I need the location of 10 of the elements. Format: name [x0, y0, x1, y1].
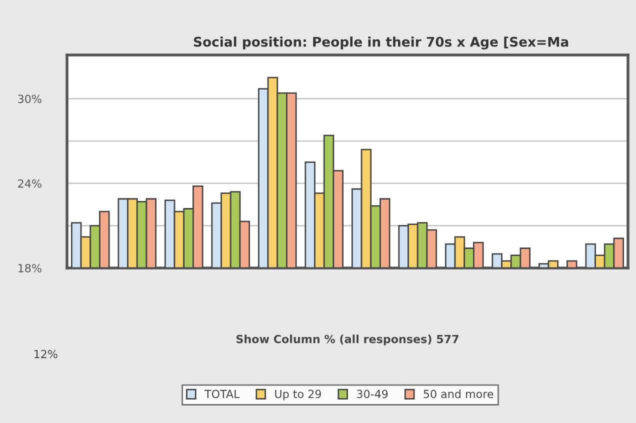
chart-title: Social position: People in their 70s x Age [Sex=Ma [194, 36, 568, 50]
text: 12% [34, 350, 58, 358]
legend-label: TOTAL [204, 390, 240, 398]
text: Show Column % (all responses) 577 [236, 334, 458, 346]
legend-label: 30-49 [357, 390, 388, 398]
y-tick-label: 24% [18, 179, 42, 188]
y-tick-label: 30% [18, 94, 42, 104]
legend-label: 50 and more [424, 390, 494, 398]
legend-label: Up to 29 [275, 390, 321, 400]
y-tick-label: 18% [18, 264, 42, 272]
